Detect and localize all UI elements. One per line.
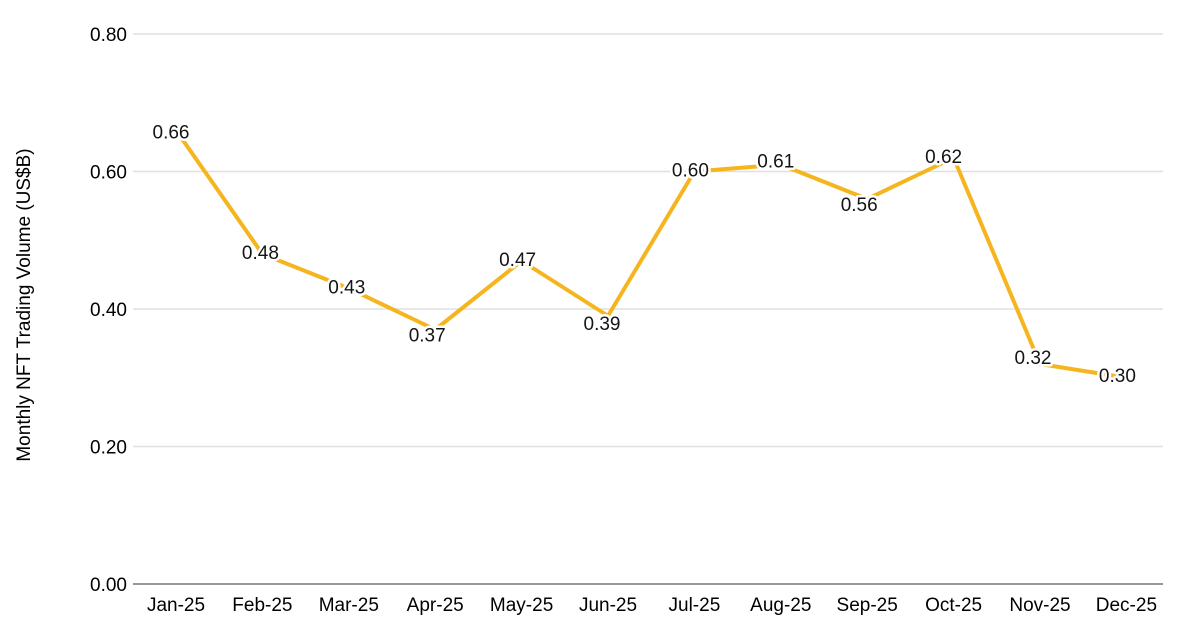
y-axis-tick-label: 0.00 xyxy=(90,575,127,596)
x-axis-tick-label: Oct-25 xyxy=(925,595,982,616)
x-axis-tick-label: Sep-25 xyxy=(837,595,898,616)
data-point-label: 0.32 xyxy=(1015,348,1052,369)
x-axis-tick-label: Dec-25 xyxy=(1096,595,1157,616)
data-point-label: 0.30 xyxy=(1099,366,1136,387)
data-point-label: 0.43 xyxy=(328,277,365,298)
series-line-nft-volume xyxy=(174,128,1129,380)
data-point-label: 0.60 xyxy=(672,161,709,182)
y-axis-tick-labels: 0.00 0.20 0.40 0.60 0.80 xyxy=(90,25,127,596)
y-axis-title: Monthly NFT Trading Volume (US$B) xyxy=(14,148,35,461)
data-point-label: 0.48 xyxy=(242,243,279,264)
x-axis-tick-label: May-25 xyxy=(490,595,553,616)
x-axis-tick-label: Jan-25 xyxy=(147,595,205,616)
x-axis-tick-label: Apr-25 xyxy=(407,595,464,616)
x-axis-tick-label: Mar-25 xyxy=(319,595,379,616)
x-axis-tick-label: Aug-25 xyxy=(750,595,811,616)
y-axis-tick-label: 0.40 xyxy=(90,300,127,321)
y-axis-tick-label: 0.20 xyxy=(90,438,127,459)
data-point-label: 0.62 xyxy=(925,147,962,168)
data-point-label: 0.39 xyxy=(584,314,621,335)
y-axis-tick-label: 0.60 xyxy=(90,163,127,184)
data-point-label: 0.61 xyxy=(757,152,794,173)
data-point-labels: 0.66 0.48 0.43 0.37 0.47 0.39 0.60 0.61 0.56 0.62… xyxy=(150,120,1138,390)
line-series xyxy=(174,128,1129,380)
x-axis-tick-label: Nov-25 xyxy=(1009,595,1070,616)
x-axis-tick-label: Jul-25 xyxy=(669,595,721,616)
y-axis-tick-label: 0.80 xyxy=(90,25,127,46)
data-point-label: 0.37 xyxy=(409,326,446,347)
gridlines xyxy=(133,33,1163,585)
data-point-label: 0.66 xyxy=(153,122,190,143)
data-point-label: 0.56 xyxy=(841,195,878,216)
x-axis-tick-label: Jun-25 xyxy=(579,595,637,616)
x-axis-tick-label: Feb-25 xyxy=(232,595,292,616)
data-point-label: 0.47 xyxy=(499,250,536,271)
x-axis-tick-labels: Jan-25 Feb-25 Mar-25 Apr-25 May-25 Jun-25 Jul-… xyxy=(147,595,1157,616)
